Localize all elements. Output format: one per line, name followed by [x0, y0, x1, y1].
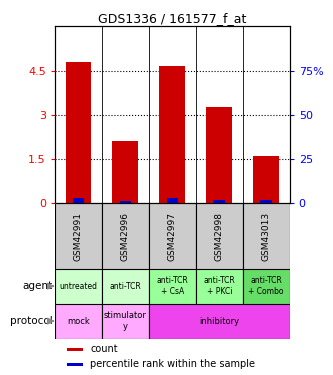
Text: protocol: protocol [10, 316, 53, 326]
Bar [166, 198, 178, 203]
Bar [260, 201, 272, 203]
Text: anti-TCR
+ PKCi: anti-TCR + PKCi [203, 276, 235, 296]
Bar [149, 268, 196, 304]
Bar [196, 203, 243, 268]
Bar [149, 304, 290, 339]
Bar [113, 141, 138, 203]
Text: count: count [90, 344, 118, 354]
Text: agent: agent [22, 281, 53, 291]
Text: mock: mock [67, 316, 90, 326]
Text: GSM42996: GSM42996 [121, 211, 130, 261]
Text: anti-TCR: anti-TCR [110, 282, 141, 291]
Bar [196, 268, 243, 304]
Bar [120, 201, 131, 203]
Text: percentile rank within the sample: percentile rank within the sample [90, 359, 255, 369]
Bar [243, 203, 290, 268]
Text: stimulator
y: stimulator y [104, 311, 147, 331]
Bar [102, 268, 149, 304]
Bar [73, 198, 84, 203]
Bar [55, 268, 102, 304]
Bar [55, 304, 102, 339]
Bar [160, 66, 185, 203]
Text: GSM43013: GSM43013 [262, 211, 271, 261]
Bar [243, 268, 290, 304]
Bar [102, 304, 149, 339]
Bar [67, 348, 83, 351]
Bar [102, 203, 149, 268]
Bar [55, 203, 102, 268]
Bar [213, 200, 225, 203]
Text: anti-TCR
+ CsA: anti-TCR + CsA [157, 276, 188, 296]
Bar [206, 108, 232, 203]
Bar [149, 203, 196, 268]
Text: GSM42991: GSM42991 [74, 211, 83, 261]
Text: GSM42998: GSM42998 [215, 211, 224, 261]
Bar [67, 363, 83, 366]
Bar [66, 62, 91, 203]
Text: inhibitory: inhibitory [199, 316, 239, 326]
Text: untreated: untreated [59, 282, 98, 291]
Title: GDS1336 / 161577_f_at: GDS1336 / 161577_f_at [98, 12, 246, 25]
Text: anti-TCR
+ Combo: anti-TCR + Combo [248, 276, 284, 296]
Bar [253, 156, 279, 203]
Text: GSM42997: GSM42997 [168, 211, 177, 261]
